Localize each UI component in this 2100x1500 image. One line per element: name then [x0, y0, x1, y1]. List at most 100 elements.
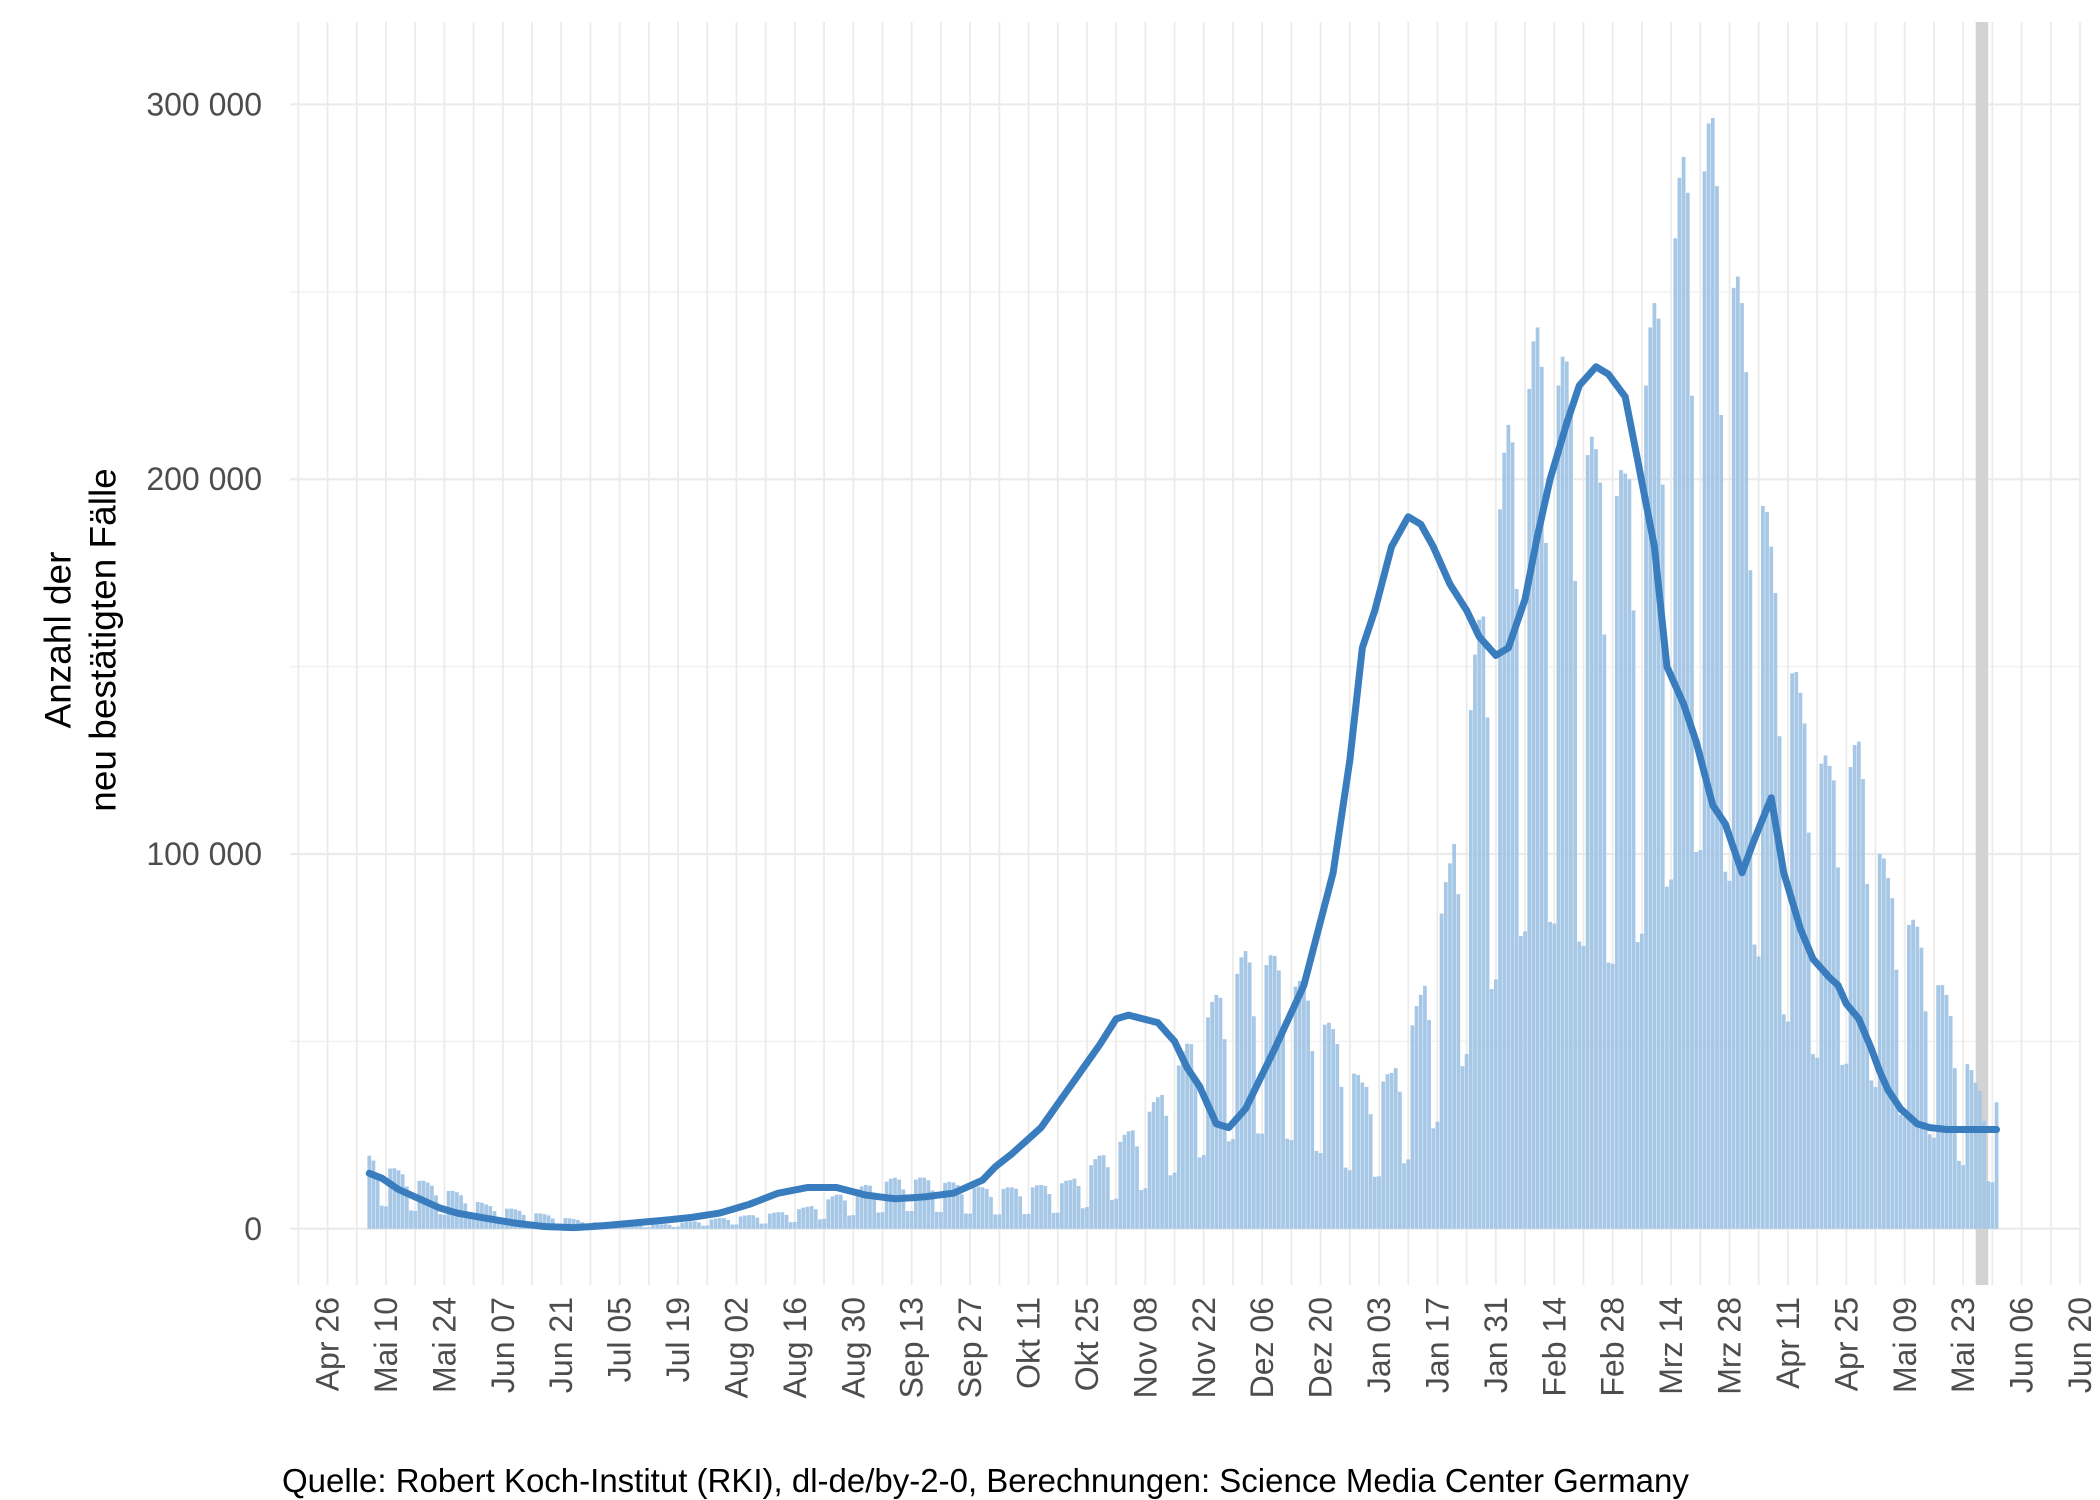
bar [792, 1221, 797, 1229]
bar [1815, 1057, 1820, 1229]
bar [1948, 1015, 1953, 1229]
bar [500, 1221, 505, 1229]
bar [1769, 546, 1774, 1229]
bar [909, 1211, 914, 1229]
bar [722, 1218, 726, 1229]
bar [1085, 1207, 1089, 1229]
bar [688, 1221, 693, 1229]
bar [1251, 1016, 1256, 1229]
x-tick-label: Feb 28 [1595, 1297, 1631, 1397]
bar [471, 1218, 476, 1229]
bar [880, 1212, 885, 1229]
bar [1126, 1131, 1131, 1229]
x-tick-label: Aug 16 [777, 1297, 813, 1398]
bar [1819, 763, 1824, 1229]
bar [1865, 883, 1870, 1229]
bar [1848, 767, 1853, 1229]
bar [1356, 1074, 1361, 1229]
bar [1268, 955, 1273, 1229]
bar [642, 1227, 647, 1229]
x-tick-label: Feb 14 [1536, 1297, 1572, 1397]
bar [1665, 886, 1669, 1229]
bar [1923, 1011, 1928, 1229]
bar [1076, 1185, 1081, 1229]
bar [897, 1179, 902, 1229]
bar [1293, 986, 1298, 1229]
bar [1047, 1193, 1052, 1229]
rolling-average-path [365, 363, 2001, 1232]
bar [1844, 1063, 1849, 1229]
bar [1377, 1176, 1381, 1229]
bar [955, 1184, 960, 1229]
bar [1882, 858, 1886, 1229]
bar [1352, 1073, 1356, 1229]
bar [1648, 327, 1653, 1229]
bar [1907, 924, 1911, 1229]
bar [1806, 832, 1811, 1229]
bar [1944, 994, 1949, 1229]
bar [659, 1224, 664, 1229]
bar [1423, 985, 1427, 1229]
bar [1439, 913, 1444, 1229]
bar [1185, 1043, 1189, 1229]
bar [513, 1209, 518, 1229]
bar [1794, 671, 1799, 1229]
bar [646, 1227, 651, 1229]
bar [1831, 780, 1836, 1229]
bar [1631, 610, 1636, 1229]
x-tick-label: Mai 10 [368, 1297, 404, 1393]
bar [980, 1187, 985, 1229]
bar [734, 1224, 739, 1229]
bar [1548, 921, 1552, 1229]
bar [1327, 1022, 1331, 1229]
bar [813, 1209, 818, 1229]
bar [1189, 1044, 1194, 1229]
bar [801, 1207, 806, 1229]
bar [763, 1223, 768, 1229]
bar [1343, 1167, 1348, 1229]
bar [1239, 957, 1244, 1229]
bar [1627, 479, 1632, 1229]
bar [1781, 1014, 1786, 1229]
bar [1539, 366, 1544, 1229]
bar [1026, 1213, 1031, 1229]
bar [509, 1208, 514, 1229]
bar [1786, 1021, 1790, 1229]
bar [1064, 1180, 1068, 1229]
x-tick-label: Dez 20 [1303, 1297, 1339, 1398]
bar [1735, 276, 1740, 1229]
bar [413, 1210, 418, 1229]
bar [1652, 303, 1657, 1229]
bar [1135, 1146, 1139, 1229]
bar [434, 1195, 438, 1229]
bar [1406, 1159, 1411, 1229]
bar [759, 1223, 764, 1229]
bar [951, 1182, 956, 1229]
bar [1489, 989, 1494, 1229]
bar [1890, 898, 1895, 1229]
bar [1473, 654, 1477, 1229]
bar [1034, 1185, 1039, 1229]
bar [1577, 941, 1582, 1229]
bar [1798, 692, 1803, 1229]
bar [1836, 867, 1840, 1229]
bar [1310, 1051, 1315, 1229]
bar [1802, 723, 1807, 1229]
bar [1690, 395, 1694, 1229]
bar [1464, 1054, 1469, 1229]
bar [1932, 1137, 1936, 1229]
bar [442, 1214, 447, 1229]
bar [1927, 1134, 1932, 1229]
bar [1723, 871, 1728, 1229]
bar [930, 1190, 935, 1229]
bar [1456, 894, 1461, 1229]
x-axis-tick-labels: Apr 26 Mai 10 Mai 24 Jun 07 Jun 21 Jul 05 Jul … [310, 1297, 2098, 1398]
bar [788, 1222, 793, 1229]
bar [671, 1226, 676, 1229]
bar [872, 1193, 877, 1229]
bar [1965, 1064, 1970, 1229]
bar [1856, 741, 1861, 1229]
bar [1393, 1068, 1398, 1229]
bar [784, 1214, 789, 1229]
bar [1957, 1160, 1961, 1229]
